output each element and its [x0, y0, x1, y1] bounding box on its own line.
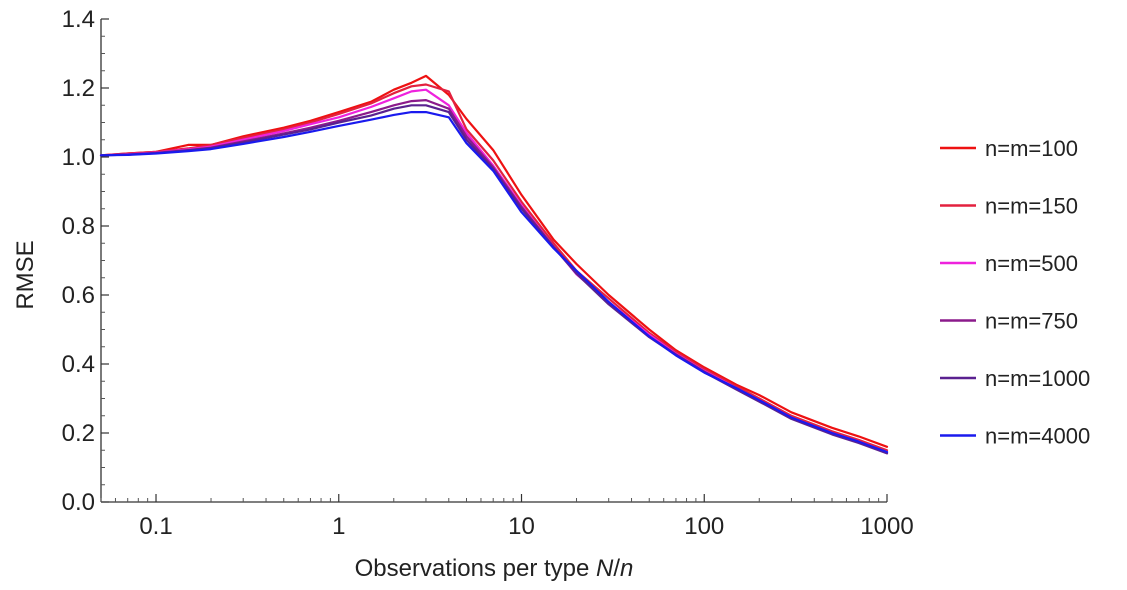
- x-axis-title-var1: N: [596, 555, 614, 582]
- y-tick-label: 0.6: [62, 282, 95, 309]
- x-axis-title-sep: /: [613, 555, 620, 582]
- series-line-n=m=150: [99, 83, 889, 452]
- series-layer: [99, 74, 889, 455]
- y-tick-label: 0.0: [62, 489, 95, 516]
- legend-label: n=m=1000: [985, 366, 1090, 391]
- y-tick-label: 1.4: [62, 6, 95, 33]
- x-axis-title-var2: n: [620, 555, 633, 582]
- series-line-n=m=500: [99, 88, 889, 454]
- y-tick-label: 1.0: [62, 144, 95, 171]
- series-line-n=m=100: [99, 74, 889, 448]
- y-tick-label: 0.8: [62, 213, 95, 240]
- y-tick-label: 0.2: [62, 420, 95, 447]
- chart-axes: [100, 19, 887, 503]
- legend-label: n=m=500: [985, 251, 1078, 276]
- x-tick-label: 100: [684, 513, 724, 540]
- series-line-n=m=1000: [99, 104, 889, 455]
- legend-label: n=m=150: [985, 194, 1078, 219]
- legend-label: n=m=100: [985, 136, 1078, 161]
- y-axis-title: RMSE: [12, 240, 39, 309]
- y-tick-label: 1.2: [62, 75, 95, 102]
- legend: n=m=100 n=m=150 n=m=500 n=m=750 n=m=1000 n=m=…: [940, 136, 1090, 449]
- x-axis-title-prefix: Observations per type: [355, 555, 596, 582]
- x-tick-label: 1: [332, 513, 345, 540]
- x-tick-label: 10: [508, 513, 535, 540]
- legend-label: n=m=750: [985, 309, 1078, 334]
- x-tick-label: 1000: [860, 513, 913, 540]
- x-axis-title: Observations per type N/n: [355, 555, 634, 582]
- x-tick-label: 0.1: [139, 513, 172, 540]
- legend-label: n=m=4000: [985, 424, 1090, 449]
- ticks-layer: 0.0 0.2 0.4 0.6 0.8 1.0 1.2 1.4 0.1 1 10 100 1000: [62, 6, 914, 540]
- series-line-n=m=4000: [99, 110, 889, 454]
- y-tick-label: 0.4: [62, 351, 95, 378]
